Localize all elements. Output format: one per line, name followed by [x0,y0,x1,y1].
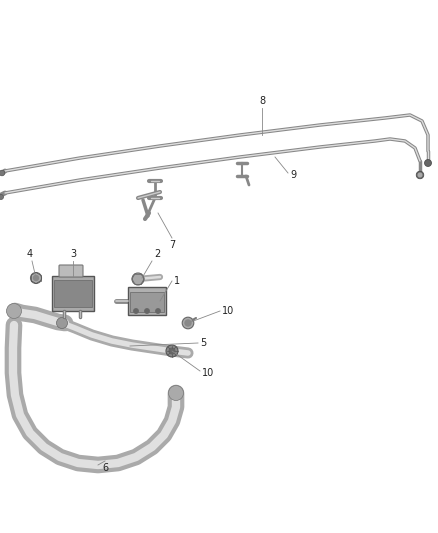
Text: 10: 10 [202,368,214,378]
Text: 5: 5 [200,338,206,348]
Circle shape [166,345,178,357]
Circle shape [182,317,194,329]
FancyBboxPatch shape [52,276,94,311]
Circle shape [0,170,5,176]
Circle shape [33,276,39,280]
Circle shape [156,309,160,313]
Text: 9: 9 [290,170,296,180]
Circle shape [7,303,21,319]
Circle shape [169,385,184,400]
Circle shape [57,318,67,328]
Text: 2: 2 [154,249,160,259]
Circle shape [145,309,149,313]
Circle shape [418,173,422,177]
Circle shape [185,320,191,326]
Text: 8: 8 [259,96,265,106]
FancyBboxPatch shape [59,265,83,277]
Circle shape [416,171,424,179]
Circle shape [169,348,175,354]
FancyBboxPatch shape [128,287,166,315]
Text: 6: 6 [102,463,108,473]
Circle shape [0,195,4,199]
Text: 4: 4 [27,249,33,259]
Circle shape [424,159,431,166]
FancyBboxPatch shape [130,292,164,312]
FancyBboxPatch shape [54,280,92,307]
Circle shape [134,309,138,313]
Text: 3: 3 [70,249,76,259]
Text: 1: 1 [174,276,180,286]
Circle shape [132,273,144,285]
Text: 10: 10 [222,306,234,316]
Text: 7: 7 [169,240,175,250]
Circle shape [31,272,42,284]
